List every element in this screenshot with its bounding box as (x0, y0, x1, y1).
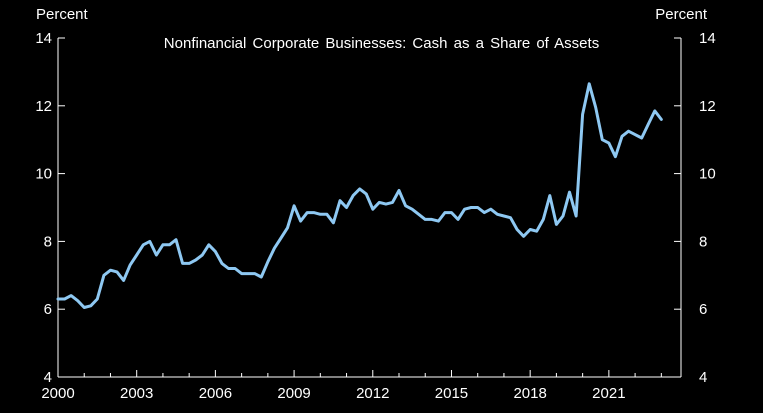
y-tick-label-right: 6 (699, 301, 707, 318)
x-tick-label: 2021 (592, 385, 625, 402)
x-tick-label: 2009 (277, 385, 310, 402)
y-tick-label-left: 6 (44, 301, 52, 318)
y-tick-label-right: 8 (699, 233, 707, 250)
y-tick-label-left: 8 (44, 233, 52, 250)
x-tick-label: 2012 (356, 385, 389, 402)
x-tick-label: 2003 (120, 385, 153, 402)
right-axis-unit-label: Percent (655, 6, 707, 23)
y-tick-label-right: 4 (699, 369, 707, 386)
y-tick-label-right: 10 (699, 166, 716, 183)
x-tick-label: 2018 (513, 385, 546, 402)
y-tick-label-right: 12 (699, 98, 716, 115)
y-tick-label-right: 14 (699, 30, 716, 47)
y-tick-label-left: 12 (35, 98, 52, 115)
left-axis-unit-label: Percent (36, 6, 88, 23)
series-line (56, 82, 663, 309)
x-tick-label: 2006 (199, 385, 232, 402)
x-tick-label: 2000 (41, 385, 74, 402)
chart-title: Nonfinancial Corporate Businesses: Cash … (163, 35, 600, 52)
y-tick-label-left: 10 (35, 166, 52, 183)
y-tick-label-left: 14 (35, 30, 52, 47)
y-tick-label-left: 4 (44, 369, 52, 386)
x-tick-label: 2015 (435, 385, 468, 402)
